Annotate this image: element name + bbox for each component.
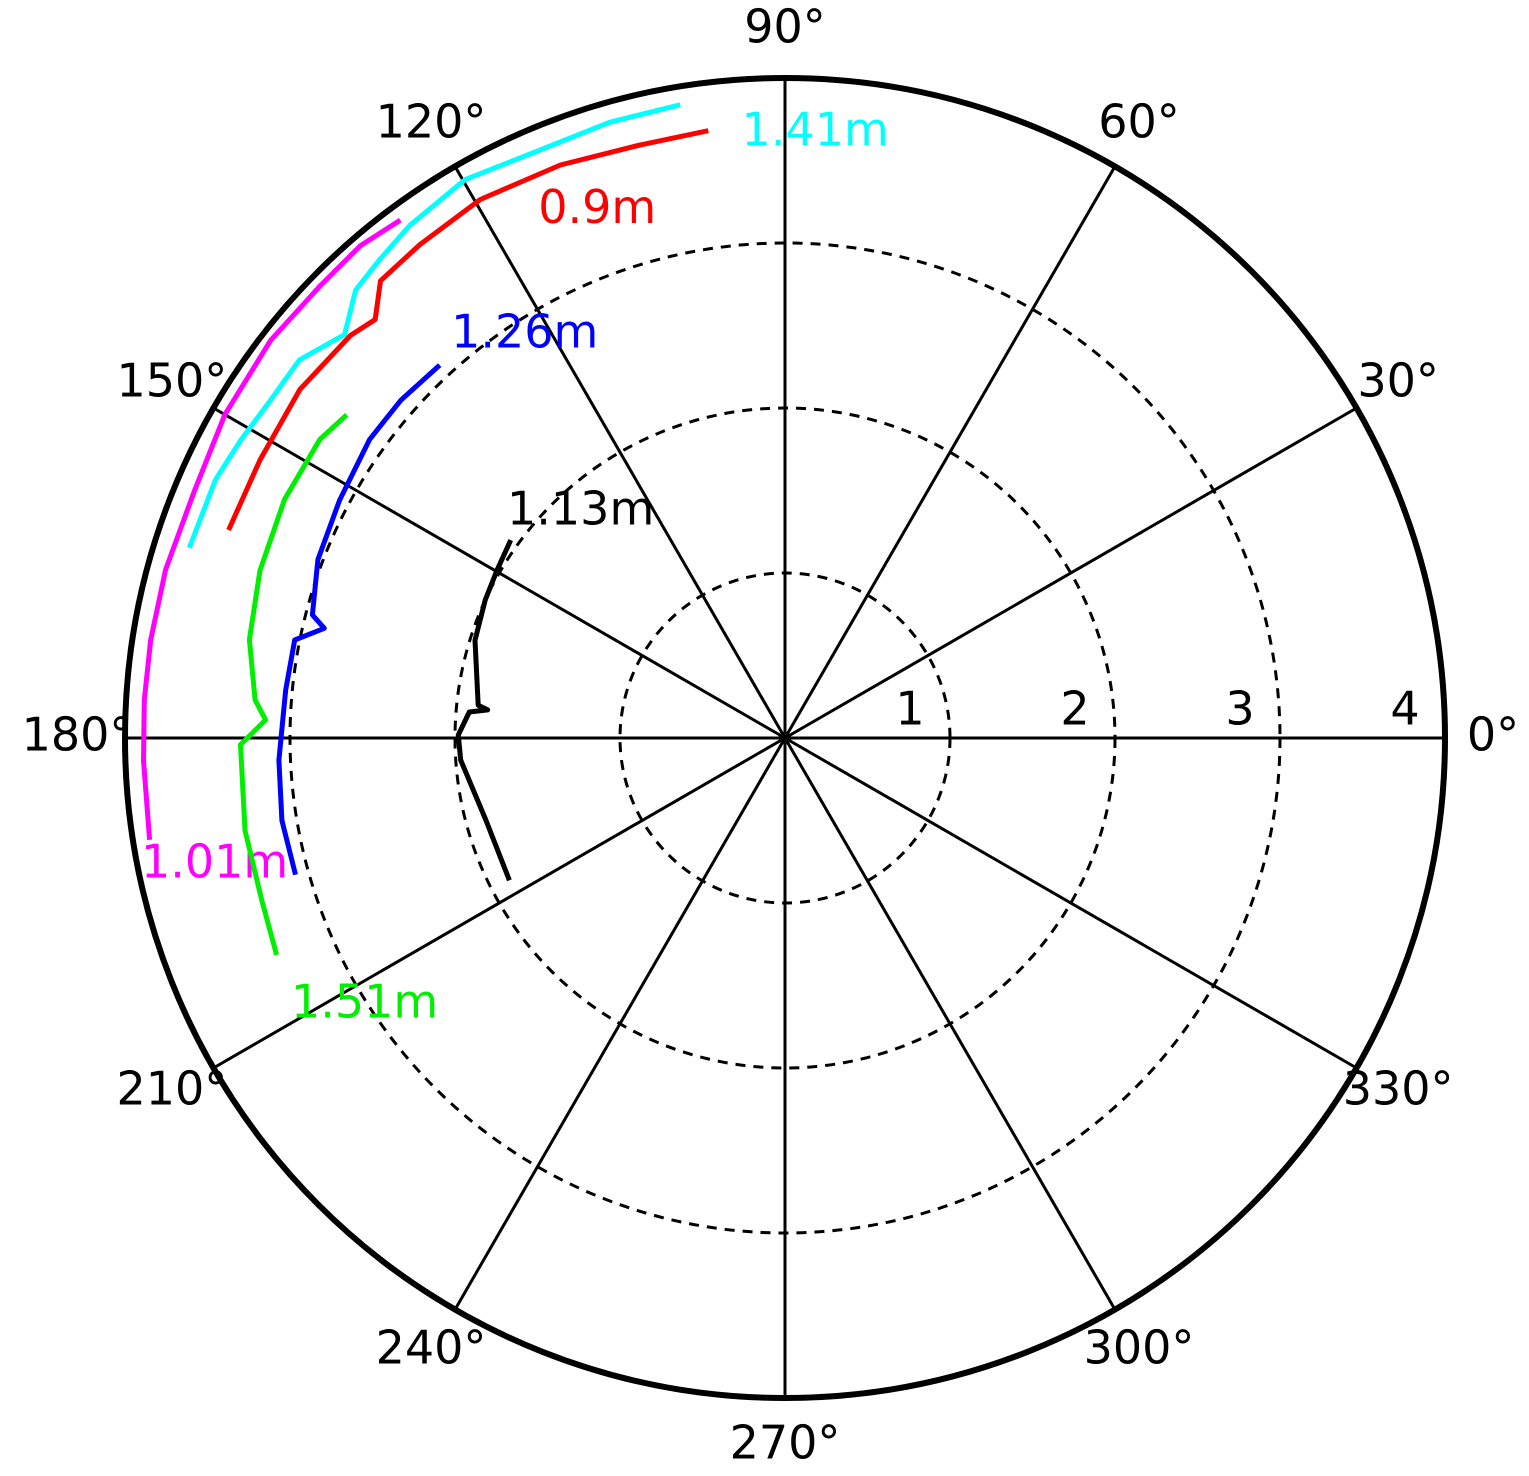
grid-circle — [288, 241, 1282, 1235]
theta-tick-label: 30° — [1357, 354, 1439, 408]
series-line — [141, 217, 402, 840]
series-label: 1.26m — [451, 305, 598, 359]
series-label: 1.51m — [291, 974, 438, 1028]
grid-circle — [453, 406, 1117, 1070]
r-tick-label: 2 — [1060, 682, 1089, 736]
theta-tick-label: 330° — [1343, 1062, 1454, 1116]
series-line — [276, 363, 442, 876]
spoke — [453, 165, 787, 739]
series-line — [186, 102, 681, 549]
outer-circle — [122, 75, 1448, 1401]
theta-tick-label: 60° — [1098, 94, 1180, 148]
spoke — [783, 165, 1117, 739]
theta-tick-label: 120° — [376, 94, 487, 148]
r-tick-label: 3 — [1225, 682, 1254, 736]
theta-tick-label: 210° — [116, 1062, 227, 1116]
series-line — [455, 539, 513, 882]
theta-tick-label: 0° — [1467, 708, 1519, 762]
r-tick-label: 1 — [895, 682, 924, 736]
series-line — [238, 413, 349, 956]
series-label: 0.9m — [538, 180, 656, 234]
series-label: 1.01m — [141, 834, 288, 888]
spoke — [784, 736, 1358, 1070]
theta-tick-label: 180° — [22, 708, 133, 762]
r-tick-label: 4 — [1390, 682, 1419, 736]
theta-tick-label: 150° — [116, 354, 227, 408]
theta-tick-label: 270° — [730, 1416, 841, 1470]
series-line — [226, 128, 709, 532]
spoke — [212, 736, 786, 1070]
theta-tick-label: 90° — [744, 0, 826, 54]
theta-tick-label: 300° — [1084, 1321, 1195, 1375]
series-label: 1.41m — [742, 102, 889, 156]
theta-tick-label: 240° — [376, 1321, 487, 1375]
grid-circle — [618, 571, 952, 905]
series-label: 1.13m — [507, 482, 654, 536]
